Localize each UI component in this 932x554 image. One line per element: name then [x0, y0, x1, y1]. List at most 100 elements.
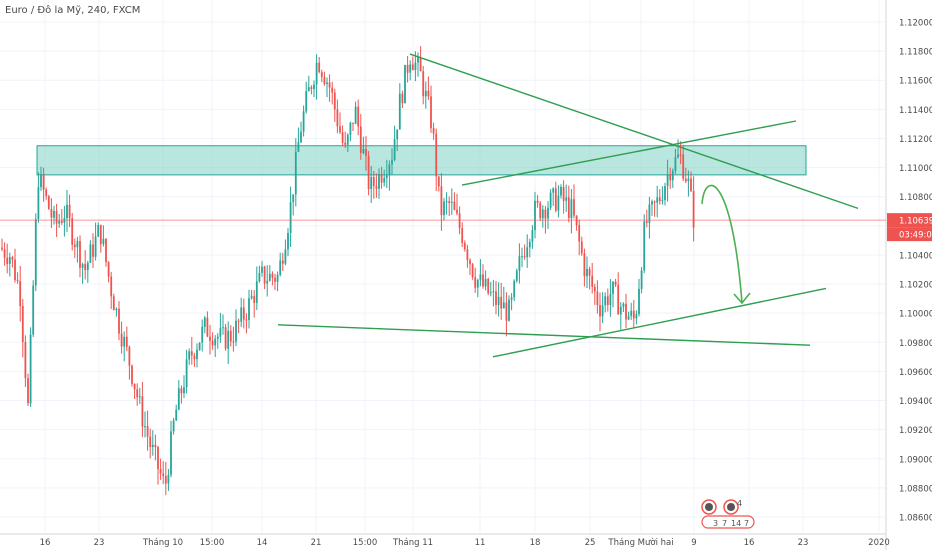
candle-body — [146, 426, 149, 437]
price-tick-label: 1.11400 — [899, 106, 932, 116]
candle-body — [16, 280, 19, 282]
candle-body — [393, 139, 396, 160]
candle-body — [193, 355, 196, 360]
price-tick-label: 1.12000 — [899, 19, 932, 29]
candle-body — [206, 317, 209, 337]
time-tick-label: 25 — [585, 538, 596, 548]
candle-body — [159, 469, 162, 474]
event-badge-row[interactable] — [701, 515, 755, 529]
candle-body — [175, 409, 178, 421]
candle-body — [599, 305, 601, 317]
candle-body — [487, 278, 490, 294]
candle-body — [544, 209, 547, 219]
candle-body — [232, 341, 235, 343]
candle-body — [307, 87, 310, 92]
time-tick-label: 18 — [530, 538, 541, 548]
candle-body — [505, 302, 508, 321]
candle-body — [526, 247, 529, 258]
time-axis[interactable]: 16 23 Tháng 10 15:00 14 21 15:00 Tháng 11 11 18 25… — [40, 537, 890, 548]
candle-body — [677, 154, 679, 158]
symbol-title[interactable]: Euro / Đô la Mỹ, 240, FXCM — [5, 5, 141, 16]
event-badges[interactable]: 3 7 14 4 7 — [700, 498, 756, 532]
candle-body — [24, 342, 27, 379]
candle-body — [638, 288, 640, 315]
time-tick-label: 16 — [40, 538, 51, 548]
candle-body — [352, 122, 354, 124]
candle-body — [344, 142, 347, 145]
trendline-descending-lower[interactable] — [277, 324, 811, 346]
candle-body — [331, 87, 334, 93]
candle-body — [440, 186, 443, 216]
candle-body — [560, 186, 562, 196]
candle-body — [105, 238, 107, 263]
candle-body — [86, 262, 89, 271]
candle-body — [609, 294, 612, 306]
candle-body — [8, 257, 11, 264]
event-badge-label: 3 — [713, 519, 718, 528]
candle-body — [513, 280, 516, 298]
candle-body — [58, 221, 61, 224]
candle-body — [458, 213, 461, 229]
candle-body — [424, 90, 427, 97]
candle-body — [549, 192, 552, 208]
projection-arrow-layer — [701, 184, 751, 305]
candle-body — [409, 64, 412, 73]
trendline-ascending-lower[interactable] — [492, 287, 827, 358]
candle-body — [419, 57, 422, 72]
candle-body — [45, 189, 48, 197]
candle-body — [102, 238, 105, 245]
candle-body — [601, 305, 604, 317]
candle-body — [586, 268, 588, 277]
candle-body — [380, 173, 383, 183]
candle-body — [422, 71, 425, 97]
candle-body — [518, 256, 521, 271]
candle-body — [242, 307, 245, 320]
candle-body — [266, 280, 269, 284]
candle-body — [554, 188, 557, 211]
price-tick-label: 1.09200 — [899, 426, 932, 436]
price-tick-label: 1.10200 — [899, 281, 932, 291]
candle-body — [37, 187, 40, 219]
candle-body — [136, 389, 139, 398]
price-tick-label: 1.09800 — [899, 339, 932, 349]
candle-body — [263, 266, 266, 284]
projection-arrow[interactable] — [701, 184, 743, 304]
candle-body — [164, 476, 167, 484]
candle-body — [528, 241, 531, 248]
price-tick-label: 1.10000 — [899, 310, 932, 320]
candle-body — [671, 170, 674, 181]
candle-body — [198, 342, 201, 350]
candle-body — [144, 426, 146, 428]
candle-body — [27, 378, 29, 404]
candle-body — [333, 92, 336, 110]
trendline-ascending-upper[interactable] — [461, 120, 797, 186]
candle-body — [19, 281, 22, 307]
time-tick-label: Tháng Mười hai — [607, 537, 673, 548]
candle-body — [521, 256, 523, 258]
candle-body — [248, 298, 250, 321]
candle-body — [687, 178, 690, 182]
candle-body — [255, 281, 258, 303]
candle-body — [185, 359, 188, 388]
candle-body — [557, 195, 560, 211]
candle-body — [666, 174, 669, 187]
candle-body — [274, 277, 276, 282]
candle-body — [515, 270, 518, 281]
event-badge-label: 7 — [744, 519, 749, 528]
candle-body — [404, 64, 406, 104]
candle-body — [294, 151, 297, 195]
candle-body — [279, 260, 282, 275]
candle-body — [149, 436, 152, 447]
candle-body — [157, 447, 159, 470]
candle-body — [388, 164, 391, 176]
candle-body — [630, 310, 633, 317]
candle-body — [619, 306, 622, 315]
candle-body — [357, 106, 360, 127]
candle-body — [453, 201, 456, 210]
candle-body — [151, 444, 154, 447]
price-tick-label: 1.10400 — [899, 251, 932, 261]
trendline-descending-upper[interactable] — [409, 53, 859, 210]
candle-body — [203, 317, 206, 327]
